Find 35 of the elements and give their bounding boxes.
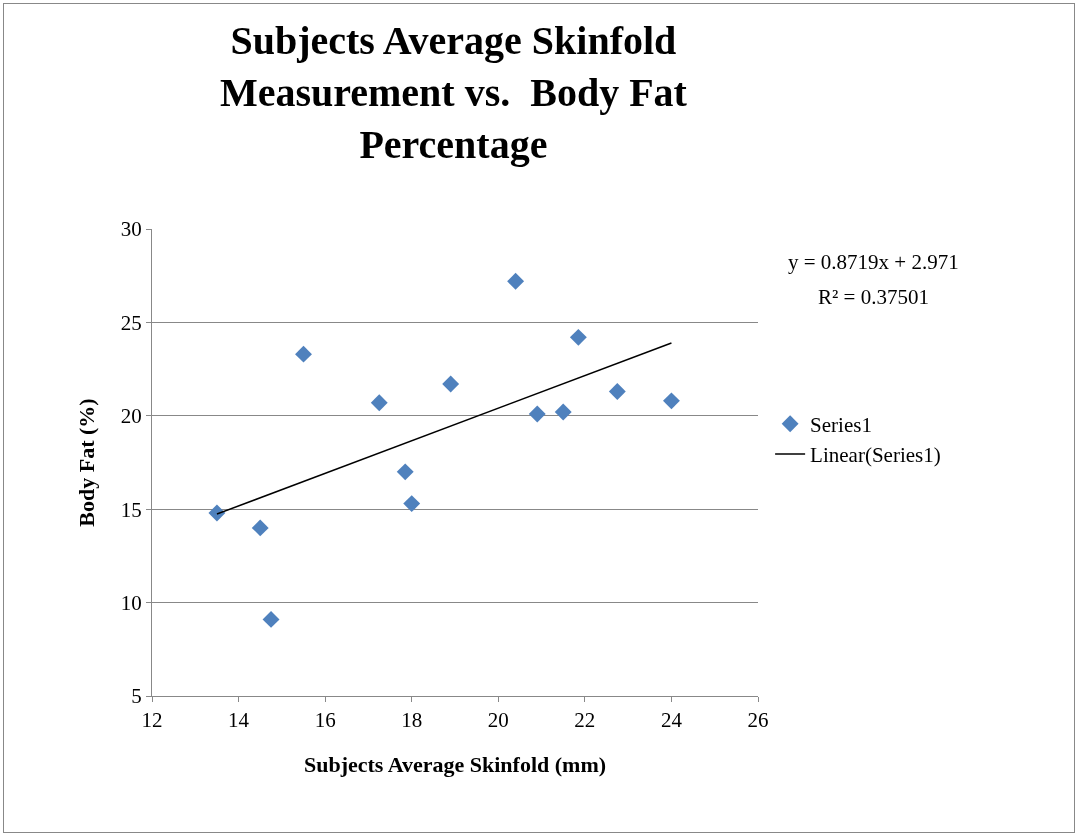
point: [507, 272, 525, 290]
y-tick-label: 20: [120, 404, 142, 429]
point: [528, 405, 546, 423]
x-tick-label: 18: [401, 708, 423, 733]
x-axis-title: Subjects Average Skinfold (mm): [303, 752, 607, 778]
y-tick-label: 10: [120, 590, 142, 615]
y-tick-label: 5: [131, 684, 142, 709]
legend-label: Linear(Series1): [810, 443, 941, 468]
x-tick-label: 16: [314, 708, 336, 733]
point: [403, 495, 421, 513]
legend-label: Series1: [810, 412, 872, 437]
text: R² = 0.37501: [818, 285, 929, 309]
point: [608, 383, 626, 400]
y-tick-label: 15: [120, 497, 142, 522]
point: [662, 392, 680, 410]
y-axis-title: Body Fat (%): [73, 398, 99, 527]
point: [295, 345, 312, 363]
x-tick-label: 20: [487, 708, 509, 733]
text: y = 0.8719x + 2.971: [788, 250, 959, 274]
x-tick-label: 26: [747, 708, 769, 733]
x-tick-label: 24: [660, 708, 683, 733]
y-tick-label: 25: [120, 310, 142, 335]
point: [262, 610, 280, 628]
point: [554, 403, 572, 421]
x-tick-label: 14: [228, 708, 250, 733]
point: [569, 328, 587, 346]
y-tick-label: 30: [120, 217, 142, 242]
point: [442, 375, 460, 393]
point: [251, 519, 269, 537]
point: [396, 463, 414, 481]
point: [208, 504, 226, 522]
point: [370, 394, 388, 412]
x-tick-label: 12: [141, 708, 163, 733]
chart-title: Subjects Average Skinfold Measurement vs. Body Fat Percentage: [219, 17, 688, 167]
x-tick-label: 22: [574, 708, 596, 733]
